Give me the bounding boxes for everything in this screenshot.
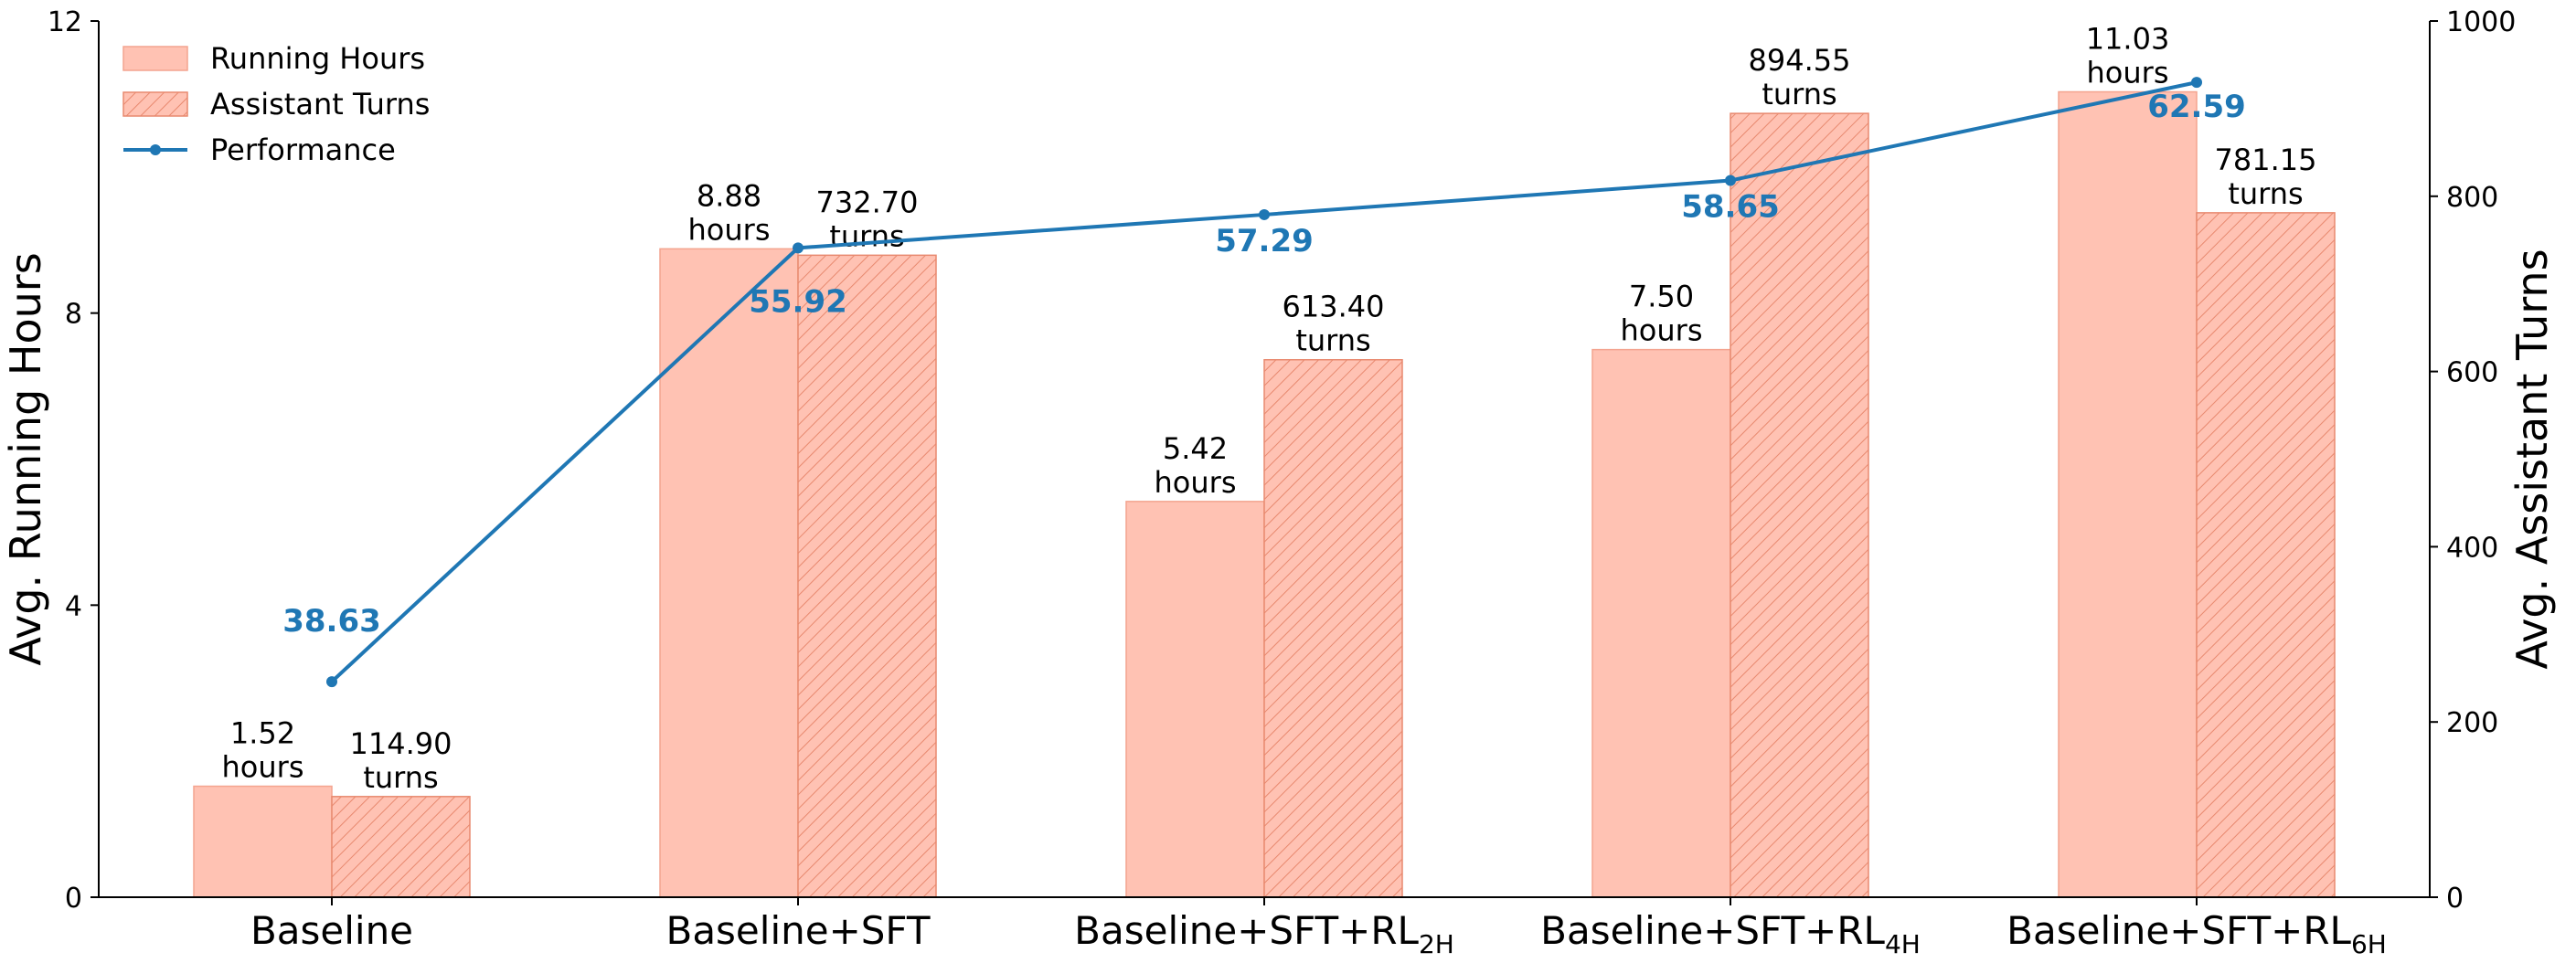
assistant-turns-bar <box>331 796 471 898</box>
x-axis-category-label: Baseline <box>250 908 413 953</box>
right-axis-tick-label: 400 <box>2446 532 2498 564</box>
performance-point <box>793 242 804 254</box>
left-axis-tick-label: 0 <box>65 883 82 915</box>
running-hours-unit-label: hours <box>1155 465 1237 500</box>
running-hours-unit-label: hours <box>222 750 304 785</box>
running-hours-bar <box>2058 90 2198 898</box>
right-axis-tick-label: 600 <box>2446 357 2498 389</box>
assistant-turns-bar <box>797 254 937 898</box>
running-hours-unit-label: hours <box>1621 313 1703 348</box>
assistant-turns-unit-label: turns <box>829 218 904 253</box>
assistant-turns-unit-label: turns <box>1295 323 1370 358</box>
running-hours-value-label: 8.88 <box>697 178 761 213</box>
x-axis-category-label: Baseline+SFT+RL6H <box>2007 908 2387 959</box>
legend-performance-label: Performance <box>210 132 396 167</box>
running-hours-bar <box>193 785 333 898</box>
right-axis-tick-label: 200 <box>2446 707 2498 739</box>
right-axis-tick-label: 800 <box>2446 182 2498 214</box>
performance-point <box>1259 208 1270 220</box>
running-hours-value-label: 5.42 <box>1163 431 1228 466</box>
legend-running-hours-label: Running Hours <box>210 41 425 76</box>
running-hours-bar <box>659 248 799 898</box>
running-hours-value-label: 1.52 <box>230 716 295 751</box>
right-axis-tick-label: 0 <box>2446 883 2464 915</box>
left-axis-tick-label: 12 <box>48 6 82 38</box>
performance-value-label: 55.92 <box>749 283 847 320</box>
legend-running-hours-swatch <box>122 46 188 71</box>
running-hours-value-label: 11.03 <box>2086 22 2170 57</box>
performance-point <box>2191 77 2202 89</box>
running-hours-value-label: 7.50 <box>1629 280 1694 314</box>
assistant-turns-unit-label: turns <box>363 760 438 795</box>
right-axis-title: Avg. Assistant Turns <box>2507 249 2557 669</box>
performance-point <box>1725 175 1736 186</box>
running-hours-bar <box>1591 348 1731 898</box>
performance-value-label: 38.63 <box>282 603 381 640</box>
running-hours-bar <box>1125 501 1265 898</box>
assistant-turns-bar <box>1730 112 1869 898</box>
x-axis-category-label: Baseline+SFT <box>666 908 931 953</box>
right-axis-tick-label: 1000 <box>2446 6 2516 38</box>
assistant-turns-unit-label: turns <box>1762 77 1836 111</box>
running-hours-unit-label: hours <box>2087 56 2169 90</box>
assistant-turns-value-label: 781.15 <box>2215 143 2317 177</box>
legend-performance-marker <box>150 144 161 155</box>
assistant-turns-value-label: 114.90 <box>350 726 452 761</box>
performance-point <box>326 676 337 688</box>
assistant-turns-bar <box>2196 212 2336 898</box>
left-axis-tick-label: 8 <box>65 299 82 331</box>
x-axis-category-label: Baseline+SFT+RL4H <box>1540 908 1921 959</box>
assistant-turns-bar <box>1263 358 1403 898</box>
legend-assistant-turns-swatch <box>122 91 188 117</box>
assistant-turns-value-label: 732.70 <box>816 185 919 219</box>
x-axis-category-label: Baseline+SFT+RL2H <box>1074 908 1454 959</box>
performance-value-label: 57.29 <box>1215 223 1314 259</box>
running-hours-unit-label: hours <box>688 212 771 247</box>
performance-value-label: 62.59 <box>2147 89 2246 125</box>
legend-assistant-turns-label: Assistant Turns <box>210 87 430 122</box>
performance-value-label: 58.65 <box>1681 189 1780 226</box>
assistant-turns-value-label: 613.40 <box>1283 290 1385 324</box>
assistant-turns-value-label: 894.55 <box>1749 43 1851 78</box>
left-axis-tick-label: 4 <box>65 590 82 622</box>
assistant-turns-unit-label: turns <box>2228 176 2303 211</box>
left-axis-title: Avg. Running Hours <box>1 252 50 665</box>
